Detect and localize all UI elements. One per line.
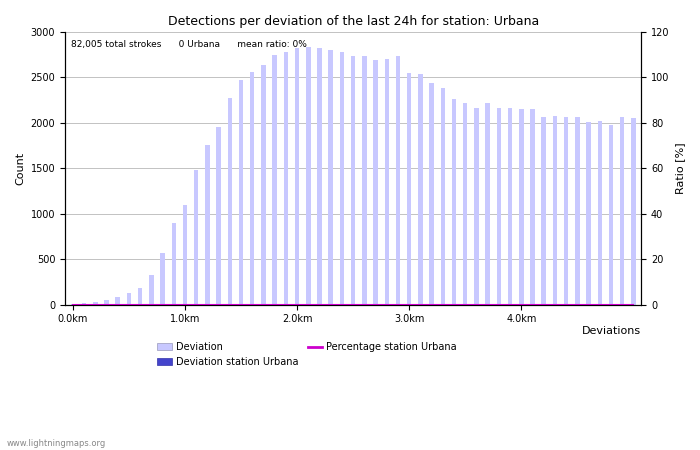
Bar — [598, 121, 602, 305]
Bar — [452, 99, 456, 305]
Bar — [384, 59, 389, 305]
Bar — [440, 88, 445, 305]
Bar — [542, 117, 546, 305]
Bar — [261, 65, 266, 305]
Title: Detections per deviation of the last 24h for station: Urbana: Detections per deviation of the last 24h… — [167, 15, 539, 28]
Bar — [284, 52, 288, 305]
Bar — [519, 109, 524, 305]
Bar — [295, 48, 300, 305]
Bar — [306, 47, 311, 305]
Bar — [216, 126, 221, 305]
Bar — [407, 73, 412, 305]
Bar — [351, 57, 356, 305]
Text: 82,005 total strokes      0 Urbana      mean ratio: 0%: 82,005 total strokes 0 Urbana mean ratio… — [71, 40, 307, 49]
Bar — [631, 118, 636, 305]
Bar — [395, 56, 400, 305]
Bar — [93, 302, 97, 305]
Bar — [496, 108, 501, 305]
Bar — [194, 170, 198, 305]
Bar — [463, 103, 468, 305]
Bar — [149, 275, 153, 305]
Bar — [429, 83, 434, 305]
Bar — [82, 303, 86, 305]
Bar — [553, 116, 557, 305]
Bar — [418, 74, 423, 305]
Bar — [205, 145, 209, 305]
Bar — [104, 300, 108, 305]
Bar — [239, 80, 244, 305]
Bar — [127, 293, 131, 305]
Bar — [160, 253, 164, 305]
Bar — [587, 122, 591, 305]
Bar — [362, 57, 367, 305]
Bar — [272, 55, 277, 305]
Bar — [620, 117, 624, 305]
Bar — [250, 72, 255, 305]
Bar — [474, 108, 479, 305]
Bar — [172, 223, 176, 305]
Legend: Deviation, Deviation station Urbana, Percentage station Urbana: Deviation, Deviation station Urbana, Per… — [153, 338, 461, 371]
Bar — [485, 103, 490, 305]
Bar — [116, 297, 120, 305]
Bar — [138, 288, 142, 305]
Bar — [183, 205, 187, 305]
Bar — [328, 50, 333, 305]
Bar — [340, 52, 344, 305]
Bar — [317, 48, 322, 305]
Bar — [564, 117, 568, 305]
Y-axis label: Count: Count — [15, 152, 25, 185]
Bar — [228, 99, 232, 305]
Bar — [575, 117, 580, 305]
X-axis label: Deviations: Deviations — [582, 326, 641, 336]
Bar — [508, 108, 512, 305]
Bar — [530, 109, 535, 305]
Text: www.lightningmaps.org: www.lightningmaps.org — [7, 439, 106, 448]
Bar — [609, 125, 613, 305]
Y-axis label: Ratio [%]: Ratio [%] — [675, 143, 685, 194]
Bar — [373, 60, 378, 305]
Bar — [71, 304, 75, 305]
